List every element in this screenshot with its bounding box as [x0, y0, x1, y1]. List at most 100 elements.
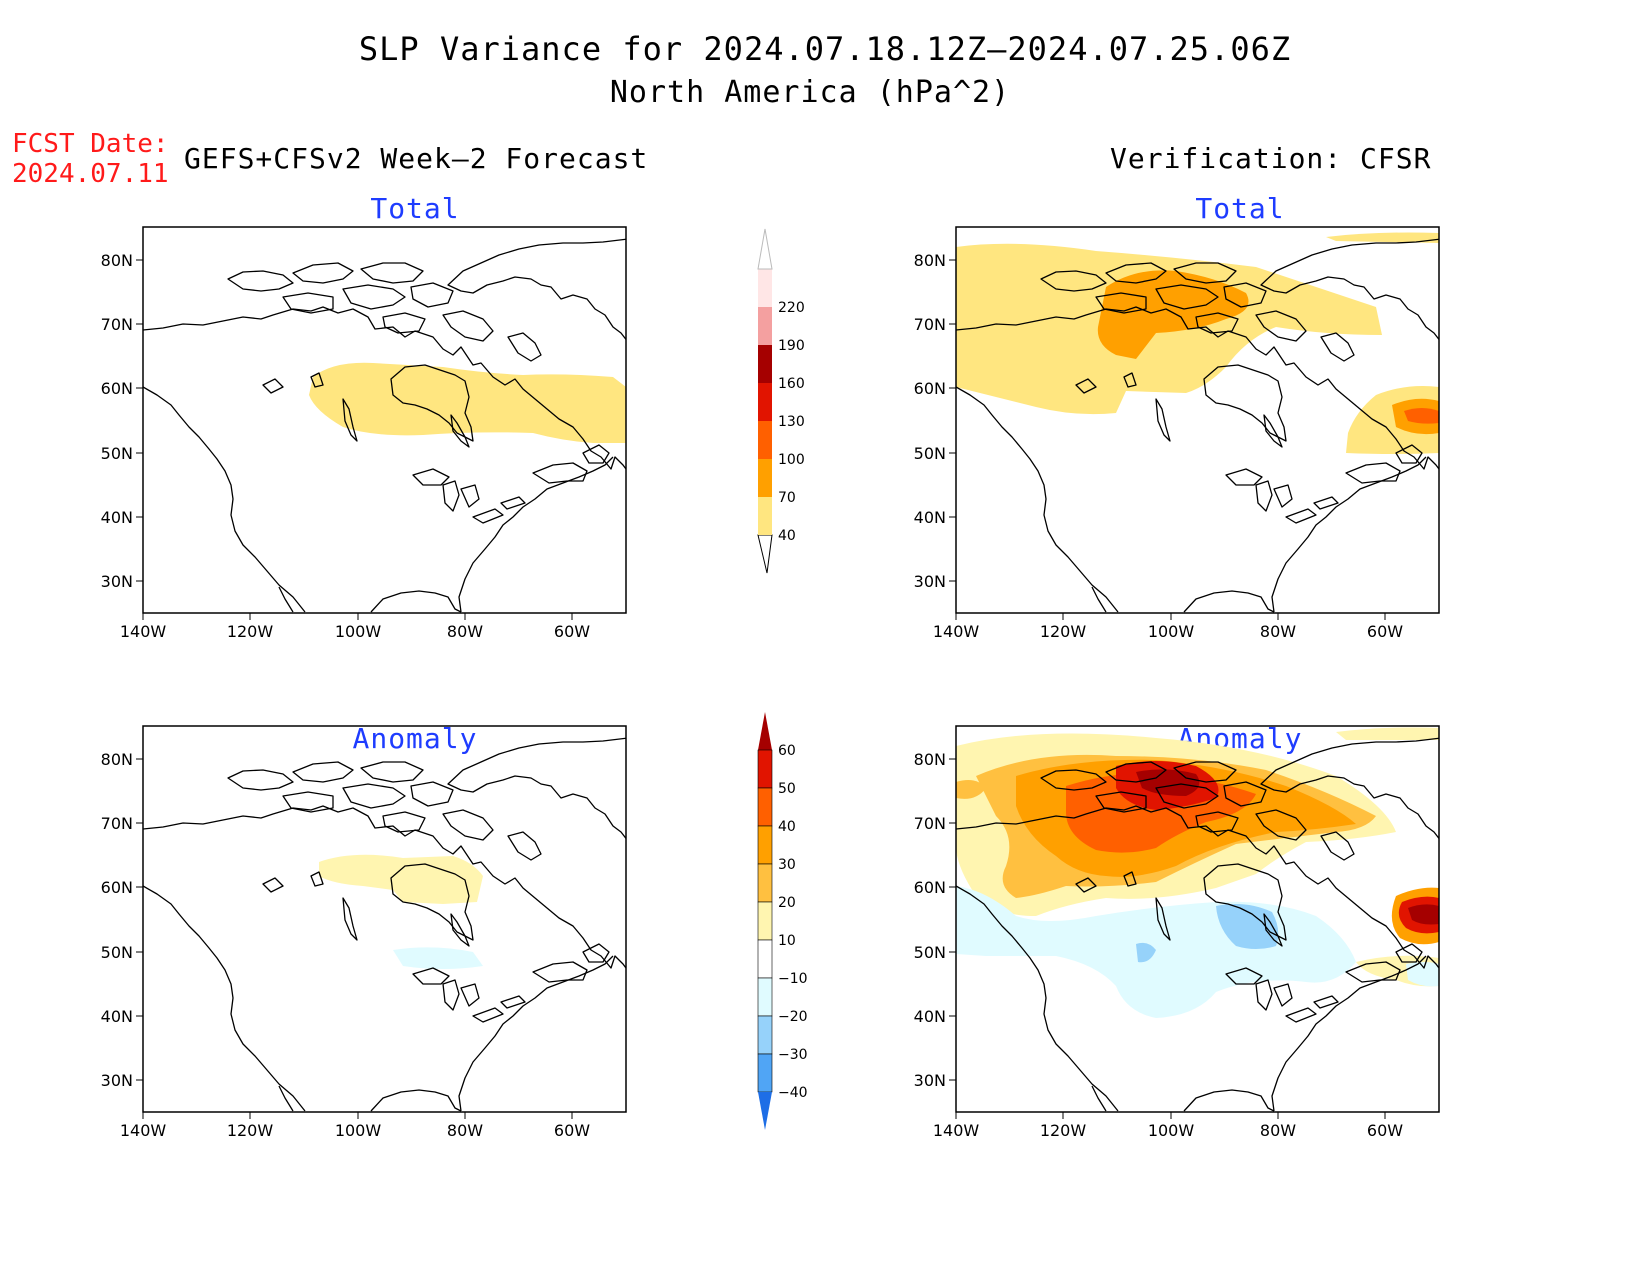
map-frame: [955, 226, 1440, 614]
panel-title-verification-total: Total: [1195, 192, 1285, 225]
colorbar-top-triangle: [757, 228, 773, 270]
colorbar-segment: [757, 825, 773, 865]
colorbar-segment: [758, 269, 772, 307]
colorbar-segment: [758, 497, 772, 535]
colorbar-segment: [757, 939, 773, 979]
shaded-region: [956, 780, 986, 799]
lon-tick-label: 80W: [1260, 622, 1296, 641]
lon-tick-label: 100W: [335, 622, 382, 641]
colorbar-level-label: 130: [778, 414, 805, 430]
lon-tick-label: 60W: [1367, 1121, 1403, 1140]
map-verification-total: 80N 70N 60N 50N 40N 30N 140W 120W 100W 80W 60W: [914, 226, 1440, 641]
colorbar-level-label: 20: [778, 895, 796, 911]
lon-tick-label: 80W: [1260, 1121, 1296, 1140]
lat-tick-label: 60N: [101, 379, 133, 398]
fcst-date-value: 2024.07.11: [12, 159, 169, 189]
colorbar-level-label: 100: [778, 452, 805, 468]
panel-title-forecast-anomaly: Anomaly: [352, 722, 478, 755]
map-forecast-anomaly: 80N 70N 60N 50N 40N 30N 140W 120W 100W 80W 60W: [101, 725, 627, 1140]
lat-tick-label: 80N: [914, 750, 946, 769]
lat-tick-label: 70N: [914, 315, 946, 334]
lon-tick-label: 120W: [1040, 1121, 1087, 1140]
colorbar-level-label: 40: [778, 528, 796, 544]
colorbar-segment: [757, 1015, 773, 1055]
colorbar-level-label: −10: [778, 971, 808, 987]
lon-tick-label: 100W: [1148, 622, 1195, 641]
colorbar-level-label: −20: [778, 1009, 808, 1025]
colorbar-level-label: 190: [778, 338, 805, 354]
fcst-date-label: FCST Date:: [12, 129, 169, 159]
colorbar-segment: [758, 307, 772, 345]
lat-tick-label: 50N: [914, 943, 946, 962]
colorbar-segment: [757, 749, 773, 789]
colorbar-segment: [758, 421, 772, 459]
shaded-region: [1406, 962, 1439, 987]
lat-tick-label: 60N: [914, 379, 946, 398]
lat-tick-label: 30N: [101, 572, 133, 591]
colorbar-level-label: 70: [778, 490, 796, 506]
lat-tick-label: 30N: [914, 1071, 946, 1090]
lat-tick-label: 60N: [914, 878, 946, 897]
shaded-region: [1216, 904, 1279, 949]
lon-tick-label: 100W: [335, 1121, 382, 1140]
colorbar-level-label: −40: [778, 1085, 808, 1101]
colorbar-segment: [757, 863, 773, 903]
lat-tick-label: 40N: [101, 508, 133, 527]
shaded-region: [393, 947, 483, 969]
lon-tick-label: 120W: [227, 622, 274, 641]
map-frame: [955, 725, 1440, 1113]
colorbar-segment: [758, 383, 772, 421]
shaded-region: [319, 854, 483, 904]
lon-tick-label: 140W: [120, 622, 167, 641]
lat-tick-label: 30N: [101, 1071, 133, 1090]
lat-tick-label: 80N: [914, 251, 946, 270]
lat-tick-label: 30N: [914, 572, 946, 591]
forecast-column-header: GEFS+CFSv2 Week–2 Forecast: [184, 142, 649, 175]
colorbar-segment: [758, 459, 772, 497]
coastline-outline: [143, 737, 626, 1112]
lat-tick-label: 70N: [101, 315, 133, 334]
map-frame: [142, 725, 627, 1113]
lat-tick-label: 70N: [101, 814, 133, 833]
lon-tick-label: 120W: [1040, 622, 1087, 641]
lon-tick-label: 80W: [447, 1121, 483, 1140]
colorbar-total: 40 70 100 130 160 190 220: [757, 228, 805, 574]
colorbar-level-label: 40: [778, 819, 796, 835]
lon-tick-label: 140W: [933, 1121, 980, 1140]
lon-tick-label: 100W: [1148, 1121, 1195, 1140]
colorbar-level-label: 10: [778, 933, 796, 949]
lat-tick-label: 50N: [101, 444, 133, 463]
colorbar-level-label: 60: [778, 743, 796, 759]
lat-tick-label: 40N: [101, 1007, 133, 1026]
lat-tick-label: 40N: [914, 508, 946, 527]
shaded-region: [1408, 904, 1439, 925]
colorbar-segment: [758, 345, 772, 383]
lon-tick-label: 60W: [554, 1121, 590, 1140]
colorbar-segment: [757, 901, 773, 941]
lat-tick-label: 60N: [101, 878, 133, 897]
lon-tick-label: 60W: [554, 622, 590, 641]
colorbar-level-label: 50: [778, 781, 796, 797]
lat-tick-label: 50N: [914, 444, 946, 463]
colorbar-level-label: −30: [778, 1047, 808, 1063]
colorbar-segment: [757, 1053, 773, 1093]
colorbar-anomaly: 60 50 40 30 20 10 −10 −20 −30 −40: [757, 712, 808, 1130]
lon-tick-label: 80W: [447, 622, 483, 641]
figure-subtitle: North America (hPa^2): [609, 75, 1011, 110]
lat-tick-label: 40N: [914, 1007, 946, 1026]
panel-title-forecast-total: Total: [370, 192, 460, 225]
shaded-region: [1404, 408, 1439, 424]
colorbar-bottom-triangle: [757, 534, 773, 574]
colorbar-level-label: 30: [778, 857, 796, 873]
colorbar-top-triangle: [758, 712, 772, 750]
colorbar-segment: [757, 977, 773, 1017]
shaded-region: [1326, 232, 1439, 243]
shaded-region: [1136, 942, 1156, 963]
lat-tick-label: 80N: [101, 750, 133, 769]
colorbar-level-label: 160: [778, 376, 805, 392]
colorbar-bottom-triangle: [758, 1092, 772, 1130]
lon-tick-label: 140W: [120, 1121, 167, 1140]
lat-tick-label: 50N: [101, 943, 133, 962]
map-forecast-total: 80N 70N 60N 50N 40N 30N 140W 120W 100W 80W 60W: [101, 226, 627, 641]
map-frame: [142, 226, 627, 614]
